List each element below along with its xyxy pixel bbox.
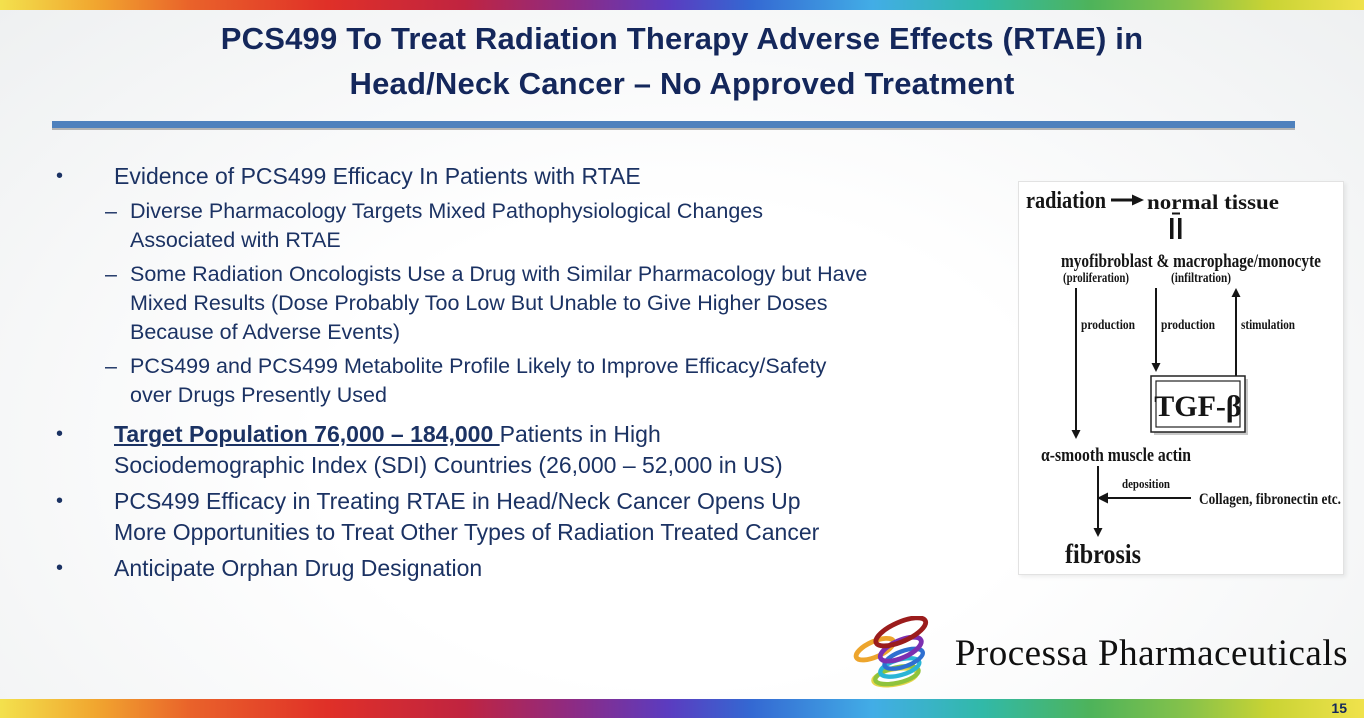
bullet-marker: • — [56, 490, 64, 512]
dash-marker: – — [105, 262, 117, 286]
bottom-rainbow-bar — [0, 699, 1364, 718]
bullet-list: • Evidence of PCS499 Efficacy In Patient… — [40, 161, 1030, 589]
target-population-emphasis: Target Population 76,000 – 184,000 — [114, 421, 500, 447]
left-arrowhead-icon — [1097, 492, 1108, 504]
pathway-svg: radiation normal tissue myofibroblast & … — [1026, 188, 1341, 569]
bullet-item: • Target Population 76,000 – 184,000 Pat… — [40, 419, 1030, 481]
diagram-label-radiation: radiation — [1026, 188, 1106, 214]
bullet-marker: • — [56, 165, 64, 187]
page-number: 15 — [1331, 700, 1347, 716]
diagram-label-collagen: Collagen, fibronectin etc. — [1199, 491, 1341, 508]
tgf-beta-box: TGF-β — [1150, 375, 1248, 435]
diagram-label-cells: myofibroblast & macrophage/monocyte — [1061, 251, 1321, 272]
sub-bullet-text: PCS499 and PCS499 Metabolite Profile Lik… — [130, 354, 827, 407]
sub-bullet-item: – Diverse Pharmacology Targets Mixed Pat… — [105, 197, 1030, 255]
title-divider-rule — [52, 121, 1295, 128]
double-bar-symbol — [1170, 212, 1182, 239]
diagram-label-production-mid: production — [1161, 318, 1215, 333]
diagram-label-infiltration: (infiltration) — [1171, 271, 1231, 286]
bullet-text: PCS499 Efficacy in Treating RTAE in Head… — [114, 488, 820, 545]
bullet-text: Anticipate Orphan Drug Designation — [114, 555, 483, 581]
diagram-label-production-left: production — [1081, 318, 1135, 333]
diagram-label-tgf-beta: TGF-β — [1154, 390, 1241, 423]
down-arrowhead-icon — [1071, 430, 1081, 439]
bullet-item: • Evidence of PCS499 Efficacy In Patient… — [40, 161, 1030, 192]
top-rainbow-bar — [0, 0, 1364, 10]
diagram-label-proliferation: (proliferation) — [1063, 271, 1129, 286]
down-arrowhead-icon — [1093, 528, 1103, 537]
bullet-text: Target Population 76,000 – 184,000 Patie… — [114, 419, 783, 481]
bullet-marker: • — [56, 423, 64, 445]
sub-bullet-text: Diverse Pharmacology Targets Mixed Patho… — [130, 199, 763, 252]
diagram-label-alpha-sma: α-smooth muscle actin — [1041, 445, 1191, 466]
sub-bullet-text: Some Radiation Oncologists Use a Drug wi… — [130, 262, 868, 344]
fibrosis-pathway-diagram: radiation normal tissue myofibroblast & … — [1018, 181, 1344, 575]
bullet-item: • PCS499 Efficacy in Treating RTAE in He… — [40, 486, 1030, 548]
dash-marker: – — [105, 199, 117, 223]
diagram-label-normal-tissue: normal tissue — [1147, 190, 1279, 214]
company-name: Processa Pharmaceuticals — [954, 632, 1348, 674]
up-arrowhead-icon — [1231, 288, 1241, 297]
diagram-label-fibrosis: fibrosis — [1065, 539, 1141, 569]
sub-bullet-item: – PCS499 and PCS499 Metabolite Profile L… — [105, 352, 1030, 410]
bullet-item: • Anticipate Orphan Drug Designation — [40, 553, 1030, 584]
target-population-rest: Patients in High Sociodemographic Index … — [114, 421, 783, 478]
radiation-arrowhead-icon — [1132, 194, 1144, 206]
dash-marker: – — [105, 354, 117, 378]
down-arrowhead-icon — [1151, 363, 1161, 372]
diagram-label-deposition: deposition — [1122, 476, 1171, 491]
company-logo: Processa Pharmaceuticals — [845, 616, 1348, 690]
bullet-marker: • — [56, 557, 64, 579]
sub-bullet-item: – Some Radiation Oncologists Use a Drug … — [105, 260, 1030, 347]
processa-rings-icon — [853, 616, 928, 688]
slide-title: PCS499 To Treat Radiation Therapy Advers… — [220, 21, 1144, 101]
bullet-text: Evidence of PCS499 Efficacy In Patients … — [114, 163, 641, 189]
diagram-label-stimulation: stimulation — [1241, 318, 1295, 333]
